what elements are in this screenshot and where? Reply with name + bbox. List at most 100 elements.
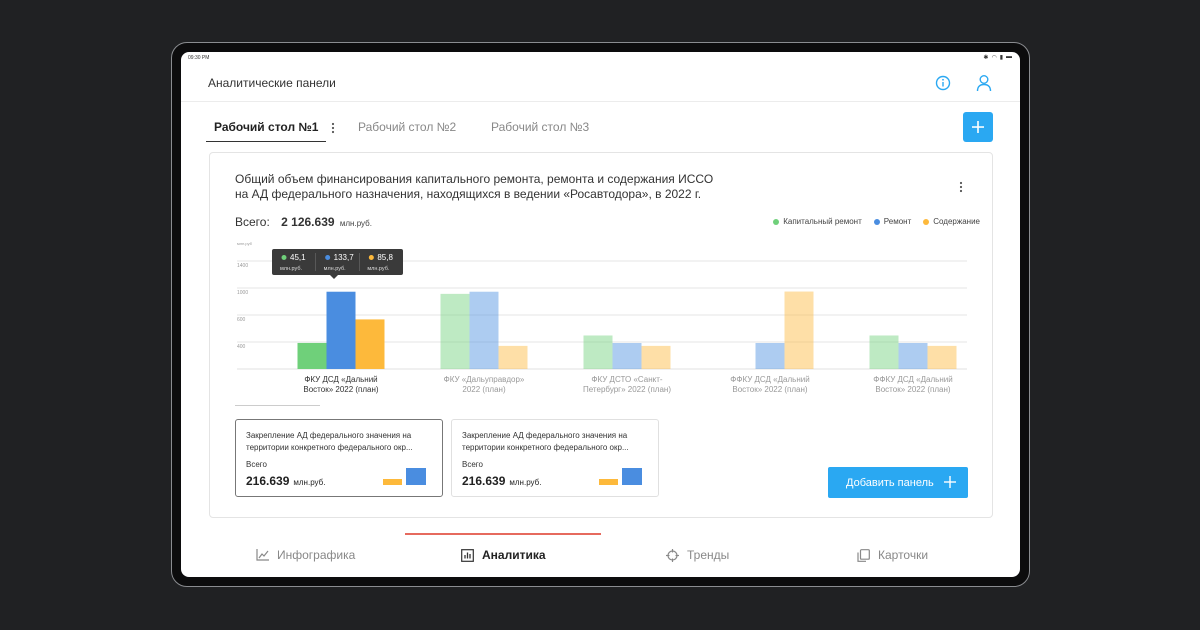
line-chart-icon	[256, 549, 269, 561]
y-tick-label: 400	[237, 344, 246, 350]
user-icon	[976, 75, 992, 92]
bar	[612, 342, 642, 369]
info-button[interactable]	[933, 73, 953, 93]
tab-desktop-3[interactable]: Рабочий стол №3	[491, 120, 590, 134]
bar	[898, 342, 928, 369]
x-tick-label: 2022 (план)	[462, 385, 506, 394]
nav-trends[interactable]: Тренды	[666, 548, 729, 562]
crosshair-icon	[666, 548, 679, 562]
bar	[755, 342, 785, 369]
x-tick-label: ФФКУ ДСД «Дальний	[873, 375, 952, 384]
cards-icon	[857, 548, 870, 562]
nav-analytics[interactable]: Аналитика	[461, 548, 546, 562]
tab-desktop-1[interactable]: Рабочий стол №1	[206, 114, 327, 142]
bar	[583, 335, 613, 369]
bar	[297, 342, 327, 369]
x-tick-label: ФКУ ДСТО «Санкт-	[591, 375, 662, 384]
x-tick-label: ФКУ «Дальуправдор»	[444, 375, 525, 384]
mini-panel-label: Всего	[246, 460, 267, 469]
add-panel-button[interactable]: Добавить панель	[828, 467, 968, 498]
app-screen: 09:30 PM ✱ ◠ ▮ ▬ Аналитические панели Ра…	[181, 52, 1020, 577]
total-label: Всего:	[235, 215, 270, 229]
y-axis-label: млн.руб	[237, 241, 253, 246]
x-tick-label: ФФКУ ДСД «Дальний	[730, 375, 809, 384]
y-tick-label: 1400	[237, 263, 248, 269]
mini-bar-maintenance	[383, 479, 402, 485]
bar	[869, 335, 899, 369]
analytics-card: Общий объем финансирования капитального …	[209, 152, 993, 518]
legend-dot	[873, 218, 880, 225]
status-icons: ✱ ◠ ▮ ▬	[983, 54, 1012, 61]
tooltip-dot	[281, 255, 287, 260]
legend-dot	[923, 218, 930, 225]
plus-icon	[944, 476, 956, 488]
tooltip-value: 85,8	[377, 253, 393, 262]
status-bar: 09:30 PM ✱ ◠ ▮ ▬	[181, 52, 1020, 64]
x-tick-label: Восток» 2022 (план)	[875, 385, 951, 394]
bluetooth-icon: ✱	[983, 55, 989, 61]
mini-panel-value: 216.639 млн.руб.	[246, 474, 326, 488]
x-tick-label: ФКУ ДСД «Дальний	[304, 375, 377, 384]
bar	[927, 345, 957, 369]
legend-item-repair[interactable]: Ремонт	[873, 217, 911, 226]
nav-cards[interactable]: Карточки	[857, 548, 928, 562]
nav-active-indicator	[405, 533, 601, 535]
total-unit: млн.руб.	[339, 219, 372, 228]
bar	[355, 319, 385, 369]
app-bar: Аналитические панели	[181, 64, 1020, 102]
chart-legend: Капитальный ремонт Ремонт Содержание	[773, 217, 980, 226]
add-panel-label: Добавить панель	[846, 476, 934, 489]
bar	[784, 291, 814, 369]
tooltip-value: 45,1	[290, 253, 306, 262]
mini-panel-1[interactable]: Закрепление АД федерального значения на …	[235, 419, 443, 497]
tooltip-dot	[368, 255, 374, 260]
page-title: Аналитические панели	[208, 76, 336, 90]
mini-panel-title: Закрепление АД федерального значения на …	[462, 431, 629, 452]
info-icon	[935, 75, 951, 91]
battery-icon: ▬	[1006, 54, 1012, 60]
tab-desktop-2[interactable]: Рабочий стол №2	[358, 120, 457, 134]
wifi-icon: ◠	[991, 55, 997, 61]
legend-item-capital[interactable]: Капитальный ремонт	[773, 217, 862, 226]
divider	[235, 405, 320, 406]
legend-item-maintenance[interactable]: Содержание	[923, 217, 980, 226]
status-time: 09:30 PM	[188, 55, 210, 61]
x-tick-label: Восток» 2022 (план)	[732, 385, 808, 394]
mini-bar-repair	[406, 468, 426, 485]
tooltip-dot	[325, 255, 331, 260]
bar	[498, 345, 528, 369]
bar	[469, 291, 499, 369]
bar	[326, 291, 356, 369]
y-tick-label: 600	[237, 317, 246, 323]
y-tick-label: 1000	[237, 290, 248, 296]
tooltip-value: 133,7	[334, 253, 355, 262]
bottom-navigation: Инфографика Аналитика Тренды Карточки	[181, 538, 1020, 574]
mini-panel-2[interactable]: Закрепление АД федерального значения на …	[451, 419, 659, 497]
bar-chart-icon	[461, 548, 474, 562]
mini-bar-repair	[622, 468, 642, 485]
mini-panel-title: Закрепление АД федерального значения на …	[246, 431, 413, 452]
more-vertical-icon	[959, 181, 963, 193]
card-menu-button[interactable]	[956, 180, 966, 194]
total-value: 2 126.639	[281, 215, 335, 229]
bar	[440, 293, 470, 369]
tab-menu-button[interactable]	[328, 121, 338, 135]
bar	[641, 345, 671, 369]
signal-icon: ▮	[999, 55, 1003, 61]
add-desktop-button[interactable]	[963, 112, 993, 142]
tooltip-pointer	[330, 275, 338, 279]
card-title: Общий объем финансирования капитального …	[235, 172, 714, 201]
tooltip-unit: млн.руб.	[367, 266, 390, 272]
profile-button[interactable]	[974, 73, 994, 93]
more-vertical-icon	[331, 122, 335, 134]
plus-icon	[972, 121, 984, 133]
nav-infographics[interactable]: Инфографика	[256, 548, 355, 562]
x-tick-label: Восток» 2022 (план)	[303, 385, 379, 394]
legend-dot	[773, 218, 780, 225]
mini-panel-value: 216.639 млн.руб.	[462, 474, 542, 488]
mini-panel-label: Всего	[462, 460, 483, 469]
total-summary: Всего: 2 126.639 млн.руб.	[235, 215, 372, 229]
x-tick-label: Петербург» 2022 (план)	[583, 385, 671, 394]
tooltip-unit: млн.руб.	[280, 266, 303, 272]
